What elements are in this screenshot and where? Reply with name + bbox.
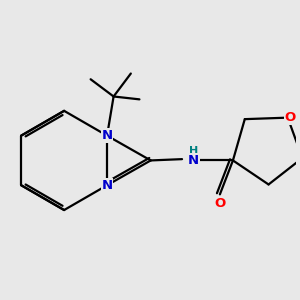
Text: N: N [188,154,199,167]
Text: O: O [214,197,226,210]
Text: N: N [101,129,112,142]
Text: H: H [189,146,198,156]
Text: N: N [101,179,112,192]
Text: O: O [285,111,296,124]
